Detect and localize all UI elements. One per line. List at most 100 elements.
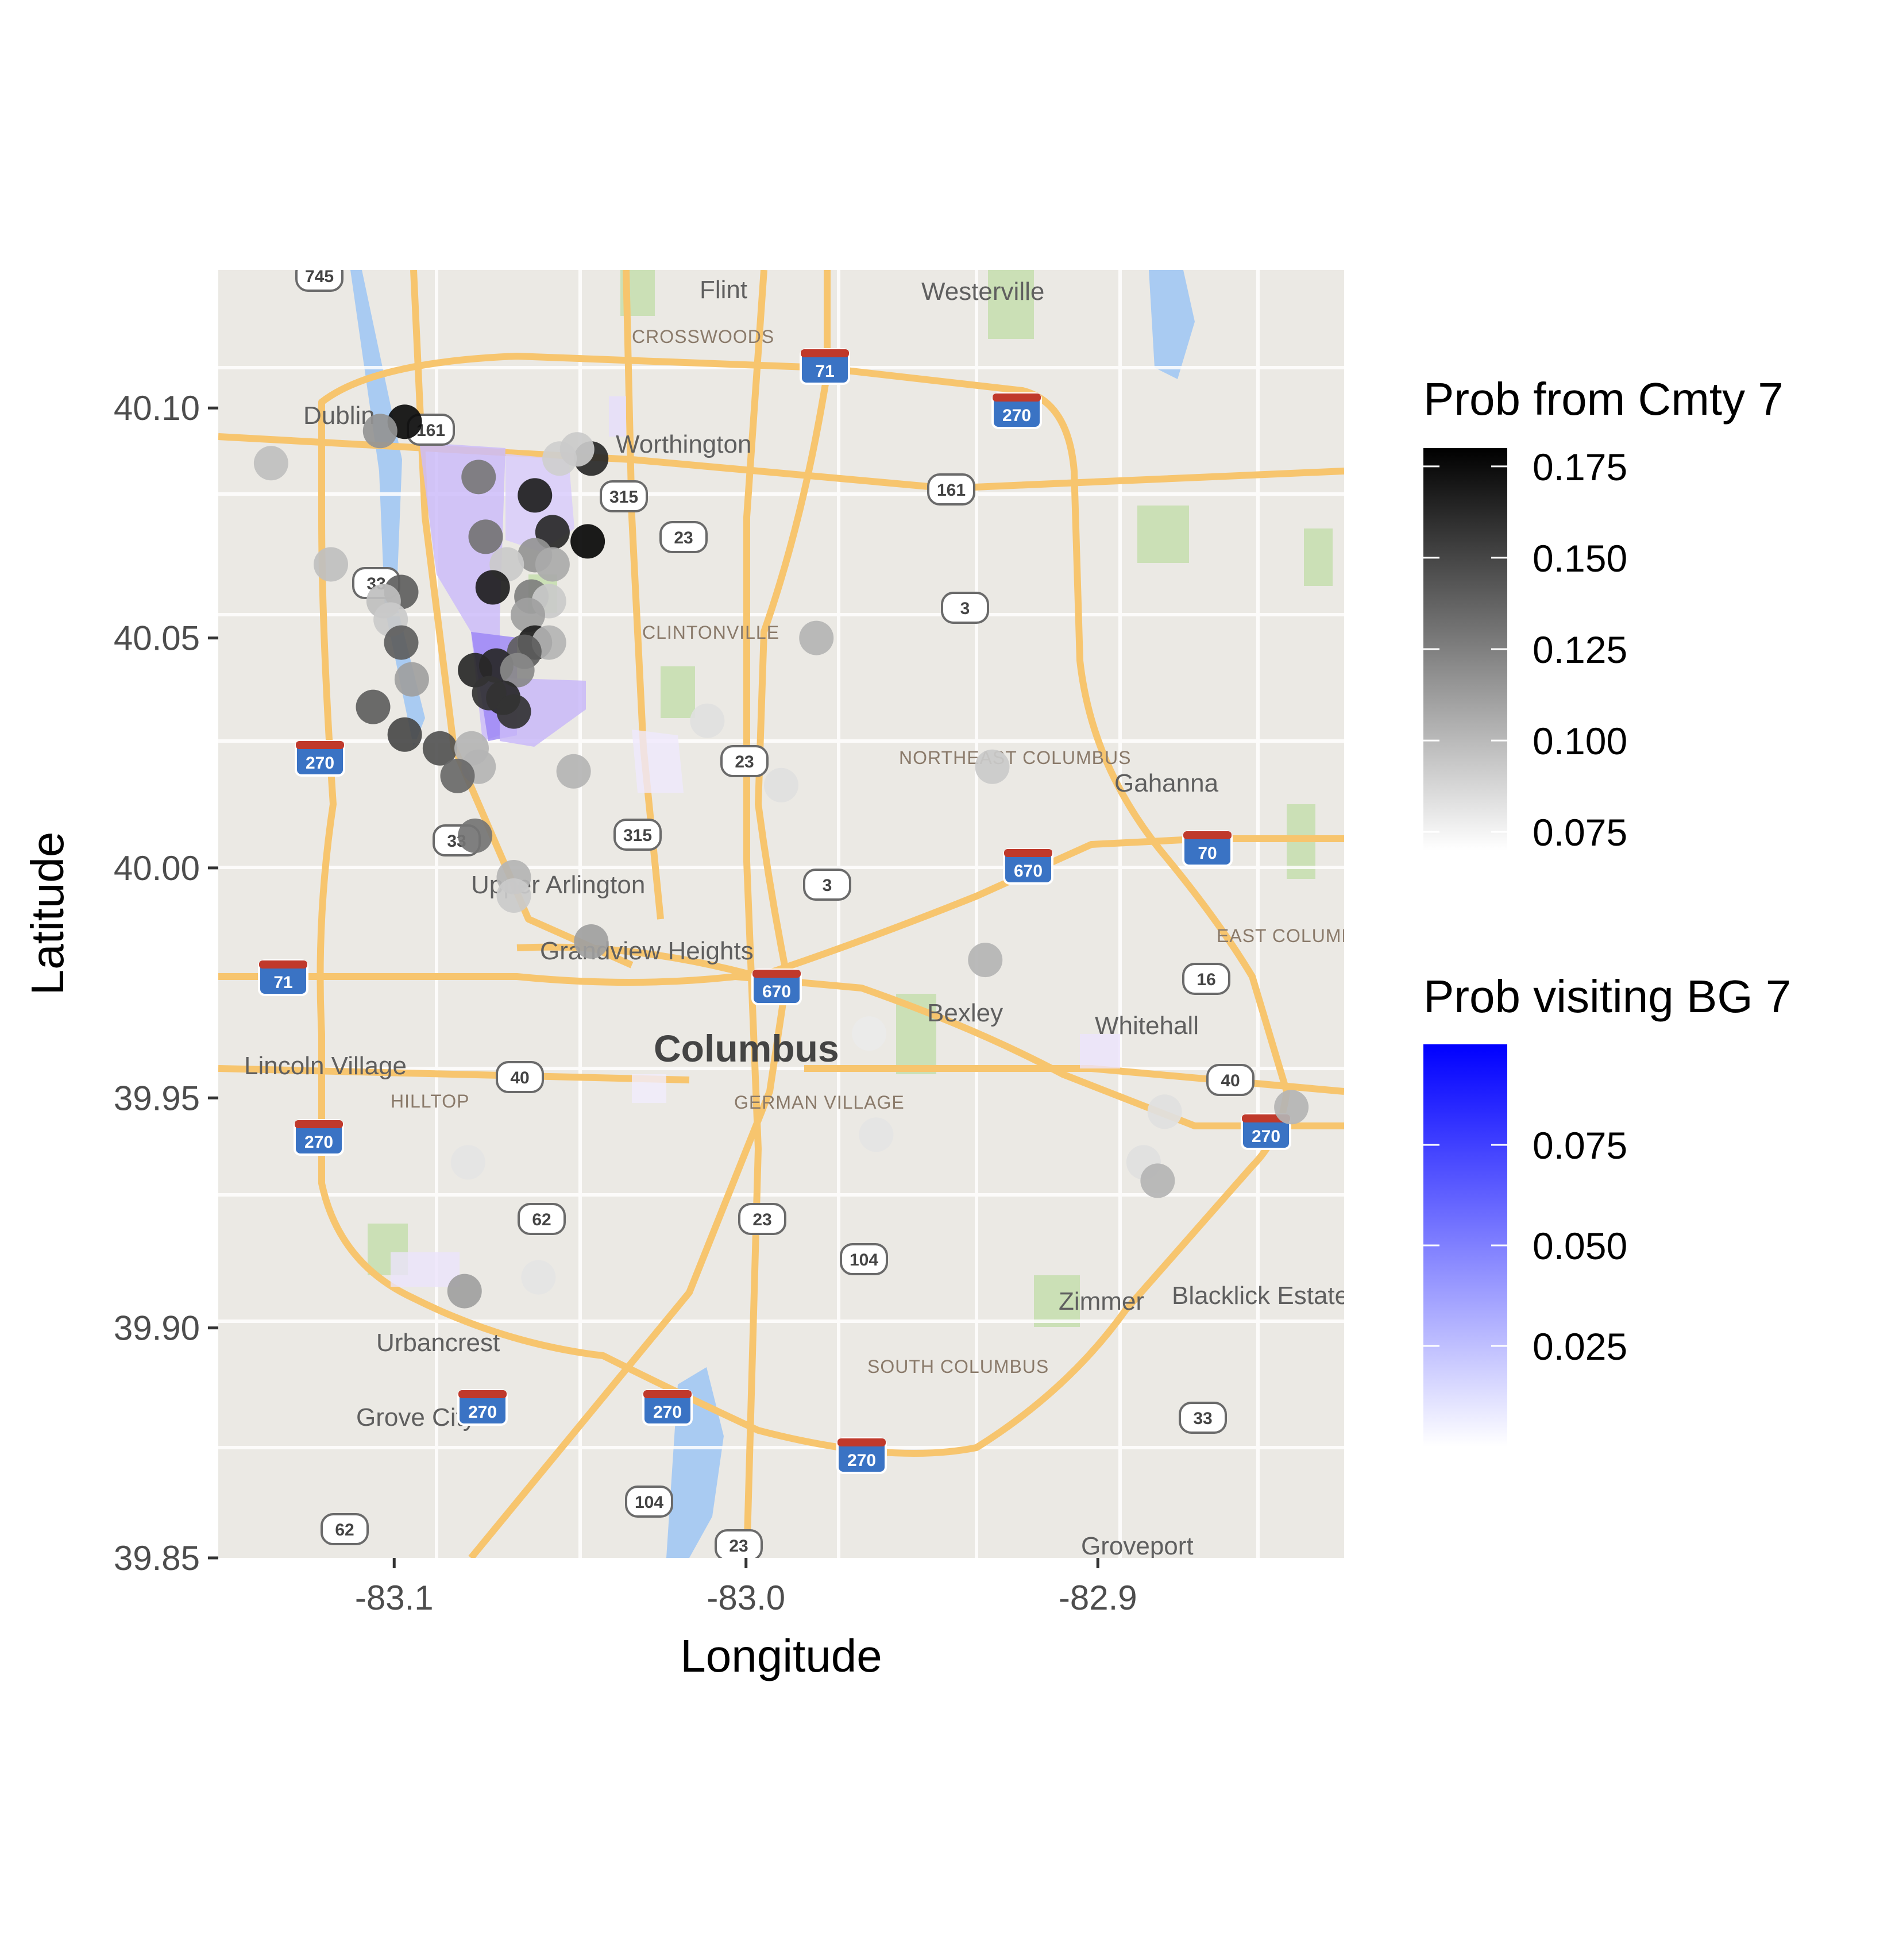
place-label: Blacklick Estates bbox=[1172, 1282, 1361, 1310]
data-point bbox=[535, 547, 570, 582]
legend-tick-label: 0.075 bbox=[1533, 1124, 1627, 1167]
data-point bbox=[468, 519, 503, 554]
route-shield-icon bbox=[840, 1243, 888, 1275]
place-label: Worthington bbox=[616, 430, 751, 458]
route-shield-label: 104 bbox=[635, 1493, 663, 1512]
route-shield-label: 62 bbox=[532, 1210, 551, 1229]
route-shield-icon bbox=[613, 819, 662, 851]
map-place-labels: Flint Westerville Dublin Worthington Gah… bbox=[244, 276, 1361, 1558]
route-shield-icon bbox=[321, 1513, 369, 1545]
route-shield-icon bbox=[738, 1203, 786, 1235]
legend-tick-label: 0.125 bbox=[1533, 628, 1627, 671]
data-point bbox=[447, 1274, 482, 1309]
data-point bbox=[461, 460, 496, 495]
data-point bbox=[852, 1016, 887, 1051]
district-label: SOUTH COLUMBUS bbox=[867, 1356, 1049, 1377]
y-axis-title: Latitude bbox=[22, 832, 73, 996]
route-shield-label: 3 bbox=[823, 876, 832, 895]
route-shield-icon bbox=[1179, 1402, 1227, 1434]
data-point bbox=[422, 731, 457, 766]
data-point bbox=[764, 767, 798, 802]
place-label: Bexley bbox=[927, 999, 1003, 1027]
data-point bbox=[570, 524, 605, 559]
street-grid bbox=[218, 270, 1344, 1558]
route-shield-icon bbox=[600, 480, 648, 512]
data-point bbox=[362, 414, 397, 449]
interstate-shield-label: 270 bbox=[847, 1451, 876, 1470]
axes: -83.1 -83.0 -82.9 39.85 39.90 39.95 40.00 40.05… bbox=[114, 389, 1137, 1617]
legend-tick-label: 0.025 bbox=[1533, 1325, 1627, 1368]
y-tick-label: 40.05 bbox=[114, 619, 200, 658]
route-shield-icon bbox=[496, 1061, 544, 1093]
place-label: Whitehall bbox=[1095, 1012, 1199, 1040]
water-bodies bbox=[350, 270, 1195, 1558]
interstate-shield-label: 71 bbox=[815, 362, 834, 381]
data-point bbox=[690, 703, 725, 738]
place-label: Dublin bbox=[303, 402, 375, 430]
interstate-shield-label: 70 bbox=[1198, 844, 1217, 863]
place-label: Grandview Heights bbox=[540, 937, 754, 965]
route-shield-label: 33 bbox=[1193, 1409, 1212, 1428]
interstate-shield-band bbox=[1183, 831, 1232, 839]
route-shield-icon bbox=[1206, 1064, 1255, 1096]
district-label: CLINTONVILLE bbox=[642, 622, 779, 643]
legend-tick-label: 0.050 bbox=[1533, 1225, 1627, 1267]
district-label: HILLTOP bbox=[391, 1091, 469, 1112]
route-shield-label: 23 bbox=[735, 753, 754, 771]
interstate-shield-label: 270 bbox=[653, 1403, 682, 1422]
place-label: Urbancrest bbox=[376, 1329, 500, 1357]
place-label: Grove City bbox=[356, 1403, 476, 1432]
data-point bbox=[387, 717, 422, 752]
route-shield-label: 3 bbox=[960, 599, 970, 618]
data-point bbox=[1147, 1094, 1182, 1129]
place-label: Westerville bbox=[921, 277, 1044, 306]
district-label: CROSSWOODS bbox=[632, 326, 774, 347]
data-point bbox=[500, 653, 535, 688]
data-point bbox=[574, 924, 609, 959]
x-axis-title: Longitude bbox=[680, 1630, 882, 1681]
data-point bbox=[253, 446, 288, 481]
legend-tick-label: 0.150 bbox=[1533, 537, 1627, 580]
route-shield-icon bbox=[1182, 963, 1230, 995]
interstate-shield-label: 270 bbox=[306, 754, 334, 773]
data-point bbox=[356, 689, 391, 724]
interstate-shield-band bbox=[1004, 849, 1052, 857]
data-point bbox=[859, 1117, 894, 1152]
route-shield-label: 315 bbox=[609, 488, 638, 507]
legend-prob-from-cmty: Prob from Cmty 7 0.175 0.150 0.125 0.100 0.0… bbox=[1423, 373, 1784, 854]
data-points bbox=[253, 404, 1309, 1309]
data-point bbox=[518, 478, 553, 513]
interstate-shield-label: 270 bbox=[1002, 406, 1031, 425]
interstate-shield-label: 270 bbox=[304, 1133, 333, 1152]
data-point bbox=[511, 597, 545, 632]
data-point bbox=[394, 662, 429, 697]
route-shield-label: 40 bbox=[1221, 1071, 1240, 1090]
legend-tick-label: 0.175 bbox=[1533, 446, 1627, 488]
route-shield-icon bbox=[715, 1529, 763, 1558]
interstate-shield-band bbox=[295, 1120, 343, 1128]
route-shield-icon bbox=[295, 270, 343, 292]
data-point bbox=[559, 432, 595, 467]
interstate-shield-band bbox=[752, 970, 801, 978]
data-point bbox=[496, 694, 531, 729]
x-tick-label: -83.0 bbox=[707, 1579, 785, 1617]
route-shield-icon bbox=[927, 473, 975, 506]
legend-title: Prob from Cmty 7 bbox=[1423, 373, 1784, 425]
route-shield-label: 62 bbox=[335, 1521, 354, 1540]
data-point bbox=[1140, 1163, 1175, 1198]
route-shield-label: 16 bbox=[1196, 970, 1215, 989]
basemap: Flint Westerville Dublin Worthington Gah… bbox=[218, 270, 1361, 1558]
place-label: Flint bbox=[700, 276, 747, 304]
y-tick-label: 39.85 bbox=[114, 1539, 200, 1577]
data-point bbox=[458, 818, 493, 853]
interstate-shield-band bbox=[296, 741, 344, 749]
route-shield-icon bbox=[625, 1486, 673, 1518]
interstate-shield-band bbox=[801, 349, 849, 357]
data-point bbox=[475, 570, 510, 605]
data-point bbox=[472, 676, 507, 711]
data-point bbox=[384, 625, 419, 660]
interstate-shield-label: 670 bbox=[1014, 862, 1043, 881]
data-point bbox=[450, 1145, 485, 1180]
legend-tick-label: 0.075 bbox=[1533, 811, 1627, 854]
